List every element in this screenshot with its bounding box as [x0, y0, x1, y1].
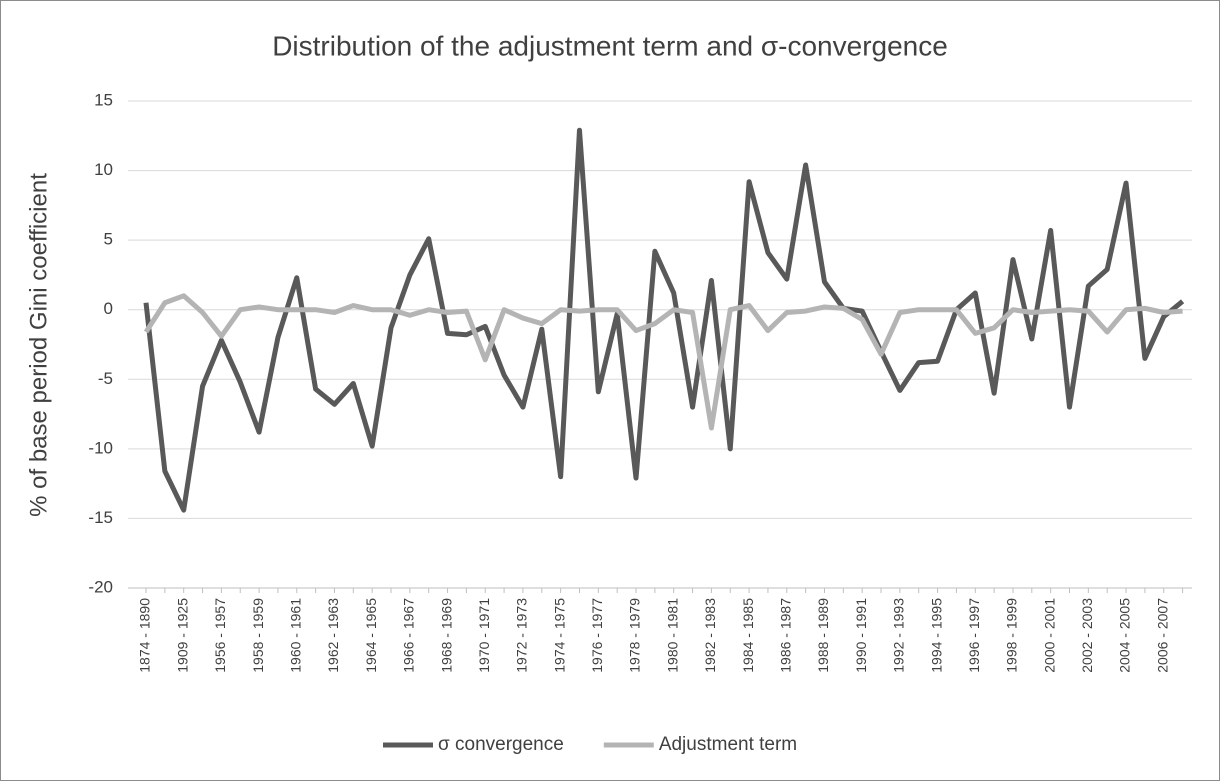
x-tick-label: 1996 - 1997 — [966, 598, 982, 673]
x-tick-label: 2004 - 2005 — [1117, 598, 1133, 673]
legend-label: σ convergence — [438, 734, 564, 755]
y-tick-label: 10 — [94, 160, 113, 179]
x-tick-label: 1998 - 1999 — [1004, 598, 1020, 673]
x-tick-label: 1968 - 1969 — [438, 598, 454, 673]
y-tick-label: -5 — [98, 369, 113, 388]
x-tick-label: 1986 - 1987 — [777, 598, 793, 673]
chart-title: Distribution of the adjustment term and … — [272, 30, 948, 61]
legend-label: Adjustment term — [659, 734, 797, 755]
y-tick-label: -10 — [88, 438, 113, 457]
x-tick-label: 1978 - 1979 — [627, 598, 643, 673]
x-tick-label: 1962 - 1963 — [325, 598, 341, 673]
x-tick-label: 2002 - 2003 — [1079, 598, 1095, 673]
y-tick-label: -20 — [88, 577, 113, 596]
x-tick-label: 1909 - 1925 — [174, 598, 190, 673]
x-tick-label: 1994 - 1995 — [928, 598, 944, 673]
x-tick-label: 1974 - 1975 — [551, 598, 567, 673]
x-tick-label: 1958 - 1959 — [250, 598, 266, 673]
y-tick-label: 5 — [104, 230, 113, 249]
x-tick-label: 1874 - 1890 — [137, 598, 153, 673]
x-tick-label: 1984 - 1985 — [740, 598, 756, 673]
x-tick-label: 1966 - 1967 — [401, 598, 417, 673]
y-tick-label: 0 — [104, 299, 113, 318]
x-tick-label: 1960 - 1961 — [287, 598, 303, 673]
x-tick-label: 1976 - 1977 — [589, 598, 605, 673]
x-tick-label: 1992 - 1993 — [891, 598, 907, 673]
x-tick-label: 1982 - 1983 — [702, 598, 718, 673]
x-tick-label: 2000 - 2001 — [1041, 598, 1057, 673]
x-tick-label: 1964 - 1965 — [363, 598, 379, 673]
y-axis-label: % of base period Gini coefficient — [25, 173, 52, 517]
y-tick-label: -15 — [88, 508, 113, 527]
x-tick-label: 2006 - 2007 — [1154, 598, 1170, 673]
series-line — [143, 293, 1183, 431]
x-tick-label: 1980 - 1981 — [664, 598, 680, 673]
x-tick-label: 1988 - 1989 — [815, 598, 831, 673]
y-tick-label: 15 — [94, 90, 113, 109]
x-tick-label: 1990 - 1991 — [853, 598, 869, 673]
series-line — [143, 127, 1185, 513]
x-tick-label: 1956 - 1957 — [212, 598, 228, 673]
x-tick-label: 1972 - 1973 — [514, 598, 530, 673]
x-tick-label: 1970 - 1971 — [476, 598, 492, 673]
